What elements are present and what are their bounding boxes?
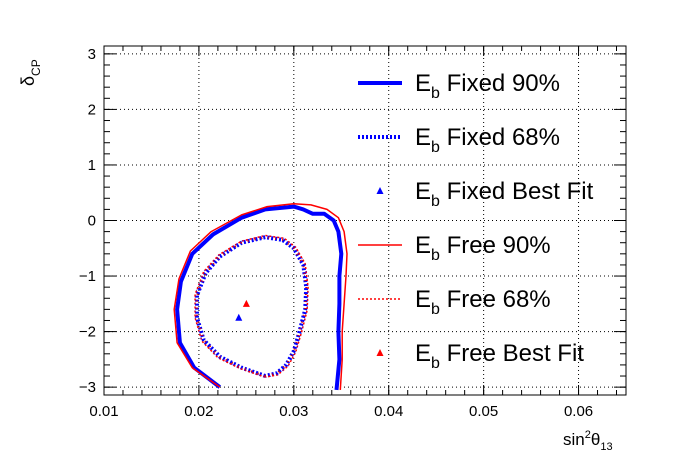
- y-tick-label: −1: [79, 268, 96, 285]
- contour-series: [173, 203, 348, 391]
- y-tick-label: −2: [79, 324, 96, 341]
- x-axis-title: sin2θ13: [563, 429, 613, 453]
- best-fit-marker: [242, 299, 250, 307]
- legend-label: Eb Fixed Best Fit: [415, 178, 594, 210]
- contour-line: [175, 204, 344, 391]
- legend-symbol-marker: [376, 187, 384, 194]
- y-tick-label: 3: [88, 46, 96, 63]
- contour-line: [194, 234, 309, 378]
- legend-symbol-marker: [376, 349, 384, 356]
- y-tick-label: 2: [88, 101, 96, 118]
- best-fit-marker: [235, 313, 243, 321]
- x-tick-label: 0.05: [469, 403, 498, 420]
- x-tick-label: 0.04: [374, 403, 403, 420]
- y-tick-label: −3: [79, 379, 96, 396]
- legend-label: Eb Free 90%: [415, 232, 551, 264]
- legend-label: Eb Fixed 68%: [415, 124, 560, 156]
- legend-label: Eb Fixed 90%: [415, 70, 560, 102]
- x-tick-label: 0.02: [184, 403, 213, 420]
- contour-line: [173, 203, 348, 390]
- y-tick-label: 0: [88, 213, 96, 230]
- y-axis-title: δCP: [18, 59, 43, 86]
- x-tick-label: 0.03: [279, 403, 308, 420]
- x-tick-label: 0.06: [564, 403, 593, 420]
- axis-ticks: 0.01 0.02 0.03 0.04 0.05 0.06 −3 −2 −1 0 1 2 3: [79, 46, 626, 420]
- legend-label: Eb Free 68%: [415, 286, 551, 318]
- grid: [104, 46, 626, 395]
- legend-label: Eb Free Best Fit: [415, 340, 584, 372]
- legend: Eb Fixed 90% Eb Fixed 68% Eb Fixed Best Fi…: [358, 70, 594, 372]
- contour-line: [195, 235, 309, 378]
- y-tick-label: 1: [88, 157, 96, 174]
- x-tick-label: 0.01: [89, 403, 118, 420]
